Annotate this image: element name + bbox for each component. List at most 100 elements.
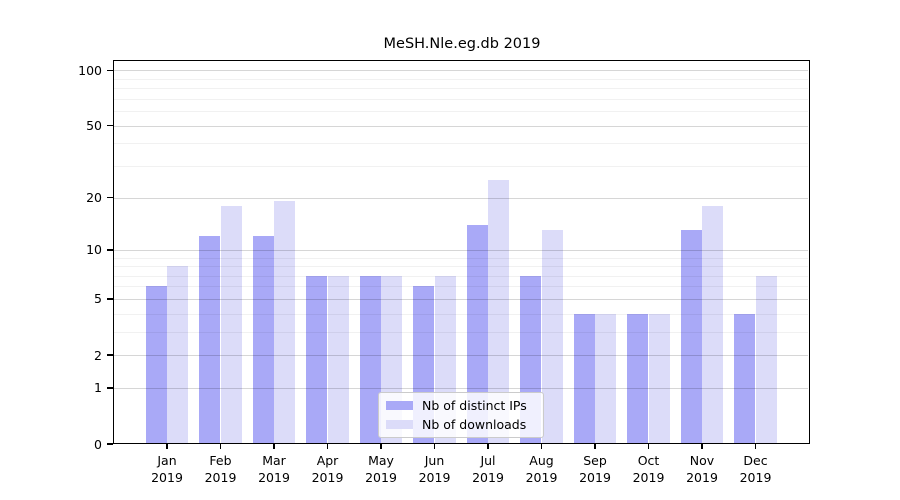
bar-downloads xyxy=(755,275,777,443)
gridline-minor xyxy=(113,313,808,315)
x-axis-tick xyxy=(487,444,489,449)
gridline-minor xyxy=(113,331,808,333)
x-tick-year: 2019 xyxy=(151,470,183,485)
x-tick-month: Aug xyxy=(529,453,554,468)
gridline-minor xyxy=(113,286,808,288)
chart-title: MeSH.Nle.eg.db 2019 xyxy=(383,36,541,52)
x-axis-tick xyxy=(326,444,329,449)
x-tick-label: Mar 2019 xyxy=(246,452,302,486)
gridline-major xyxy=(113,125,808,127)
x-tick-year: 2019 xyxy=(365,470,397,485)
y-tick-label: 50 xyxy=(86,118,102,134)
y-axis-tick xyxy=(107,125,113,127)
y-tick-label: 10 xyxy=(86,242,102,258)
x-tick-month: Nov xyxy=(689,453,715,468)
x-axis-tick xyxy=(273,444,275,449)
bar-distinct-ips xyxy=(627,313,649,443)
bar-downloads xyxy=(327,275,349,443)
legend-label: Nb of distinct IPs xyxy=(422,398,527,413)
bar-distinct-ips xyxy=(252,236,274,443)
x-axis-tick xyxy=(594,444,596,449)
x-tick-label: Apr 2019 xyxy=(300,452,356,486)
y-axis-tick xyxy=(107,298,113,300)
x-tick-year: 2019 xyxy=(579,470,611,485)
bar-downloads xyxy=(648,313,670,443)
x-axis-tick xyxy=(380,444,382,449)
x-tick-month: Sep xyxy=(583,453,607,468)
x-tick-label: Jun 2019 xyxy=(407,452,463,486)
y-tick-label: 20 xyxy=(86,190,102,206)
y-tick-label: 0 xyxy=(94,436,102,452)
x-tick-label: Jan 2019 xyxy=(139,452,195,486)
gridline-major xyxy=(113,197,808,199)
x-tick-label: Oct 2019 xyxy=(621,452,677,486)
x-tick-year: 2019 xyxy=(258,470,290,485)
legend-swatch-downloads xyxy=(386,419,413,430)
x-axis-tick xyxy=(166,444,168,449)
gridline-minor xyxy=(113,78,808,80)
x-tick-year: 2019 xyxy=(472,470,504,485)
bar-distinct-ips xyxy=(359,275,381,443)
y-axis-tick xyxy=(107,69,113,72)
legend-label: Nb of downloads xyxy=(422,417,527,432)
gridline-minor xyxy=(113,166,808,167)
gridline-minor xyxy=(113,257,808,259)
bar-distinct-ips xyxy=(145,286,167,443)
y-tick-label: 5 xyxy=(94,291,102,307)
x-axis-tick xyxy=(433,444,436,449)
x-tick-year: 2019 xyxy=(311,470,344,485)
bar-distinct-ips xyxy=(466,224,488,443)
x-tick-year: 2019 xyxy=(525,470,558,485)
bar-distinct-ips xyxy=(306,275,328,443)
x-tick-year: 2019 xyxy=(204,470,237,485)
x-tick-label: Dec 2019 xyxy=(728,452,784,486)
x-tick-label: Sep 2019 xyxy=(567,452,623,486)
x-tick-label: Nov 2019 xyxy=(674,452,730,486)
x-axis-tick xyxy=(219,444,222,449)
x-axis-tick xyxy=(754,444,757,449)
gridline-major xyxy=(113,249,808,251)
legend: Nb of distinct IPs Nb of downloads xyxy=(378,392,544,438)
bar-downloads xyxy=(541,230,563,443)
bar-distinct-ips xyxy=(573,313,595,443)
bar-distinct-ips xyxy=(680,230,702,443)
x-tick-month: Jan xyxy=(157,453,177,468)
x-tick-month: Jul xyxy=(480,453,496,468)
bar-downloads xyxy=(274,201,296,443)
gridline-major xyxy=(113,70,808,72)
x-axis-tick xyxy=(540,444,543,449)
legend-entry: Nb of downloads xyxy=(386,417,534,432)
gridline-major xyxy=(113,298,808,300)
x-tick-label: Aug 2019 xyxy=(514,452,570,486)
gridline-minor xyxy=(113,88,808,90)
y-axis-tick xyxy=(107,196,113,199)
x-tick-month: Apr xyxy=(316,453,339,468)
gridline-minor xyxy=(113,266,808,268)
bar-distinct-ips xyxy=(199,236,221,443)
y-axis-tick xyxy=(107,387,113,389)
y-axis-tick xyxy=(107,354,113,356)
x-tick-month: Dec xyxy=(743,453,768,468)
x-axis-tick xyxy=(701,444,703,449)
bar-downloads xyxy=(595,313,617,443)
legend-entry: Nb of distinct IPs xyxy=(386,398,534,413)
bar-distinct-ips xyxy=(734,313,756,443)
x-tick-month: May xyxy=(368,453,394,468)
gridline-major xyxy=(113,355,808,357)
y-axis-tick xyxy=(107,443,113,445)
y-tick-label: 100 xyxy=(78,62,102,78)
bar-downloads xyxy=(220,205,242,443)
bar-downloads xyxy=(702,205,724,443)
x-tick-label: Feb 2019 xyxy=(193,452,249,486)
x-tick-month: Feb xyxy=(209,453,232,468)
x-tick-month: Mar xyxy=(262,453,286,468)
gridline-minor xyxy=(113,98,808,100)
x-tick-year: 2019 xyxy=(418,470,451,485)
x-tick-label: Jul 2019 xyxy=(460,452,516,486)
x-tick-month: Oct xyxy=(637,453,660,468)
gridline-major xyxy=(113,387,808,389)
bar-downloads xyxy=(488,180,510,443)
gridline-minor xyxy=(113,275,808,277)
gridline-minor xyxy=(113,111,808,113)
